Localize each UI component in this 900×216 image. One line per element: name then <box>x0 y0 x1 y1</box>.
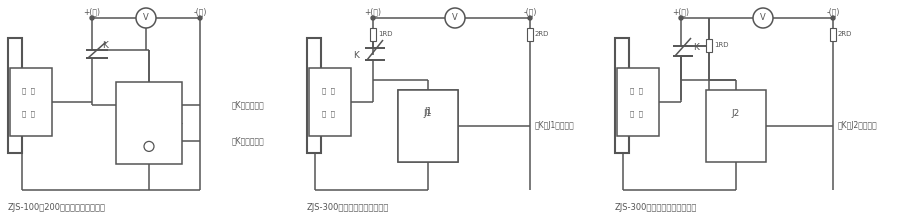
Circle shape <box>528 16 532 20</box>
Text: 起  表: 起 表 <box>22 87 35 94</box>
Text: 2RD: 2RD <box>838 31 852 37</box>
Text: 断K测J1返回时间: 断K测J1返回时间 <box>535 121 575 130</box>
Text: +(～): +(～) <box>672 7 689 16</box>
Text: 合K测动作时间: 合K测动作时间 <box>232 137 265 146</box>
Bar <box>615 38 629 153</box>
Circle shape <box>753 8 773 28</box>
Circle shape <box>371 16 375 20</box>
Text: ZJS-300系列燔断器监视继电器: ZJS-300系列燔断器监视继电器 <box>307 203 390 213</box>
Bar <box>830 27 836 41</box>
Bar <box>617 68 659 136</box>
Text: 起  表: 起 表 <box>629 87 643 94</box>
Text: J1: J1 <box>424 107 432 116</box>
Bar <box>398 90 458 162</box>
Text: J2: J2 <box>732 109 740 118</box>
Text: 2RD: 2RD <box>535 31 549 37</box>
Text: -(～): -(～) <box>826 7 840 16</box>
Bar <box>706 38 712 51</box>
Text: 停  表: 停 表 <box>22 110 35 117</box>
Text: 断K测J2返回时间: 断K测J2返回时间 <box>838 121 878 130</box>
Text: +(～): +(～) <box>84 7 101 16</box>
Bar <box>398 90 458 162</box>
Text: 1RD: 1RD <box>714 42 728 48</box>
Text: V: V <box>143 13 148 22</box>
Text: ZJS-100、200系列延时中间继电器: ZJS-100、200系列延时中间继电器 <box>8 203 106 213</box>
Text: 停  表: 停 表 <box>629 110 643 117</box>
Text: ZJS-300系列燔断器监视继电器: ZJS-300系列燔断器监视继电器 <box>615 203 698 213</box>
Bar <box>309 68 351 136</box>
Text: V: V <box>452 13 458 22</box>
Bar <box>307 38 321 153</box>
Text: -(～): -(～) <box>194 7 207 16</box>
Circle shape <box>144 141 154 151</box>
Text: 断K测返回时间: 断K测返回时间 <box>232 100 265 110</box>
Bar <box>10 68 52 136</box>
Bar <box>706 90 766 162</box>
Text: +(～): +(～) <box>364 7 382 16</box>
Bar <box>8 38 22 153</box>
Text: -(～): -(～) <box>523 7 536 16</box>
Circle shape <box>198 16 202 20</box>
Bar <box>370 27 376 41</box>
Text: V: V <box>760 13 766 22</box>
Circle shape <box>136 8 156 28</box>
Text: K: K <box>353 51 359 60</box>
Bar <box>116 82 182 164</box>
Text: K: K <box>693 43 699 52</box>
Text: 停  表: 停 表 <box>321 110 335 117</box>
Text: 起  表: 起 表 <box>321 87 335 94</box>
Text: J1: J1 <box>424 109 432 118</box>
Text: 1RD: 1RD <box>378 31 392 37</box>
Bar <box>527 27 533 41</box>
Circle shape <box>831 16 835 20</box>
Circle shape <box>445 8 465 28</box>
Circle shape <box>679 16 683 20</box>
Text: K: K <box>102 41 108 51</box>
Circle shape <box>90 16 94 20</box>
